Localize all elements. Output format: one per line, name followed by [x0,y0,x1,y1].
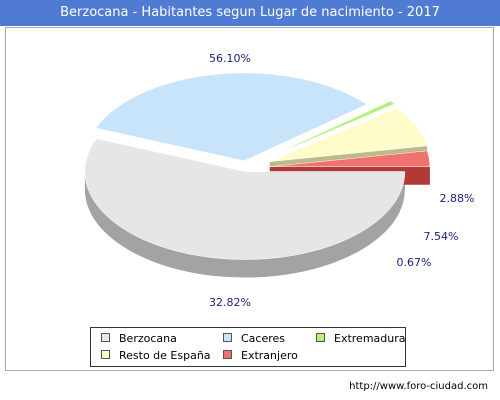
source-link[interactable]: http://www.foro-ciudad.com [349,381,488,392]
pie-slice-extremadura [267,100,396,158]
legend-item-caceres: Caceres [223,332,285,346]
legend-label-caceres: Caceres [241,332,286,345]
legend-swatch-extremadura [316,333,325,342]
legend-label-berzocana: Berzocana [119,332,177,345]
chart-title: Berzocana - Habitantes segun Lugar de na… [0,0,500,26]
legend-item-resto-de-espana: Resto de España [101,349,211,363]
legend-swatch-caceres [223,333,232,342]
legend-swatch-berzocana [101,333,110,342]
legend-label-resto-de-espana: Resto de España [119,349,211,362]
data-label-resto-de-espana: 7.54% [424,230,459,243]
pie-slice-resto-de-espana [269,107,428,162]
pie-slice-extranjero [269,150,431,167]
legend-item-extremadura: Extremadura [316,332,406,346]
data-label-berzocana: 56.10% [209,52,251,65]
data-label-caceres: 32.82% [209,296,251,309]
pie-slice-caceres [95,72,368,162]
pie-slice-berzocana [84,138,406,260]
legend-swatch-resto-de-espana [101,350,110,359]
pie-side-berzocana [84,171,405,278]
data-label-extremadura: 0.67% [397,256,432,269]
legend-swatch-extranjero [223,350,232,359]
legend-item-berzocana: Berzocana [101,332,177,346]
data-label-extranjero: 2.88% [440,192,475,205]
legend-label-extranjero: Extranjero [241,349,298,362]
legend: Berzocana Caceres Extremadura Resto de E… [90,327,406,367]
legend-item-extranjero: Extranjero [223,349,298,363]
legend-label-extremadura: Extremadura [334,332,406,345]
